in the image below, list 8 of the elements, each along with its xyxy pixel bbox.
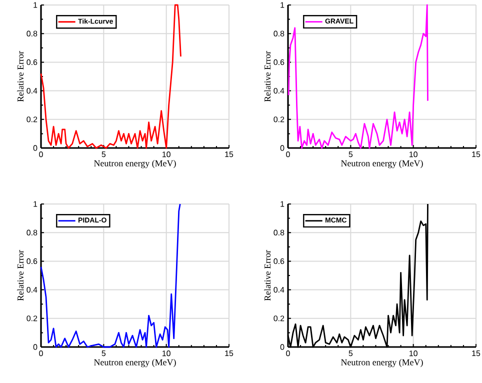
x-axis-title: Neutron energy (MeV): [341, 359, 423, 368]
y-axis-title: Relative Error: [17, 250, 24, 301]
y-axis-title: Relative Error: [264, 250, 271, 301]
y-axis-title: Relative Error: [264, 51, 271, 102]
y-axis-title: Relative Error: [17, 51, 24, 102]
x-axis-title: Neutron energy (MeV): [341, 160, 423, 168]
x-axis-title: Neutron energy (MeV): [94, 160, 176, 168]
x-axis-title: Neutron energy (MeV): [94, 359, 176, 368]
